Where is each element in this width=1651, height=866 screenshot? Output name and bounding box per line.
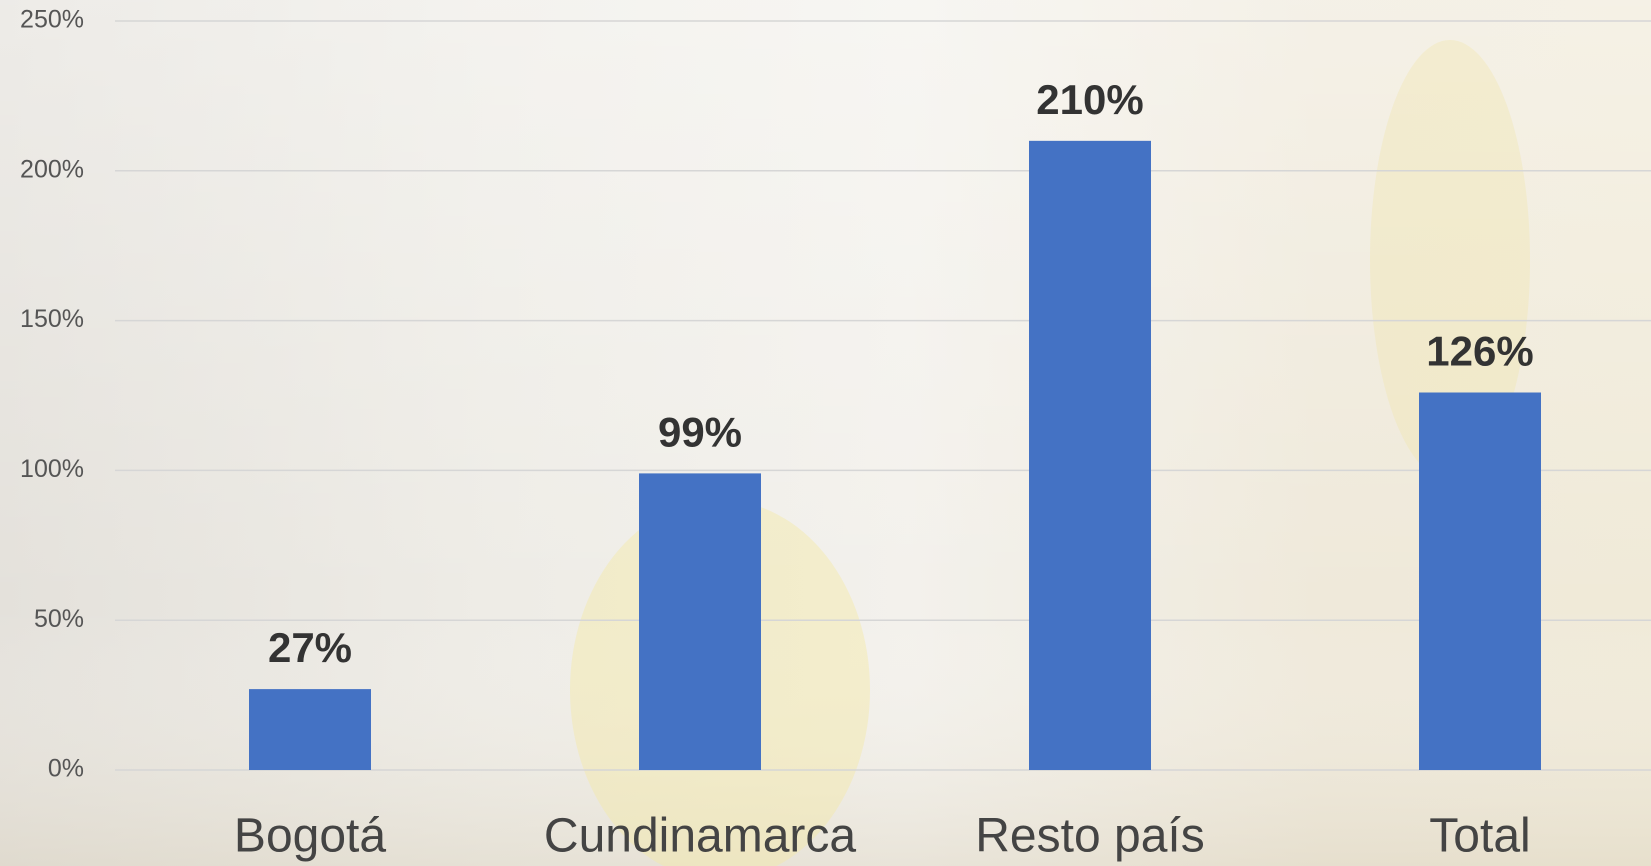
bar [639, 473, 761, 770]
bar [1419, 392, 1541, 770]
x-tick-label: Bogotá [234, 810, 386, 863]
y-tick-label: 150% [20, 305, 84, 333]
data-label: 99% [658, 408, 742, 455]
y-tick-label: 50% [34, 605, 84, 633]
x-tick-label: Resto país [975, 810, 1204, 863]
y-tick-label: 0% [48, 755, 84, 783]
bar [1029, 140, 1151, 771]
data-label: 126% [1426, 328, 1533, 375]
data-label: 27% [268, 624, 352, 671]
data-label: 210% [1036, 76, 1143, 123]
x-tick-label: Cundinamarca [544, 810, 856, 863]
x-tick-label: Total [1429, 810, 1530, 863]
y-tick-label: 200% [20, 155, 84, 183]
bar [249, 689, 371, 770]
background-shape [1370, 40, 1530, 480]
y-tick-label: 100% [20, 455, 84, 483]
y-tick-label: 250% [20, 6, 84, 34]
